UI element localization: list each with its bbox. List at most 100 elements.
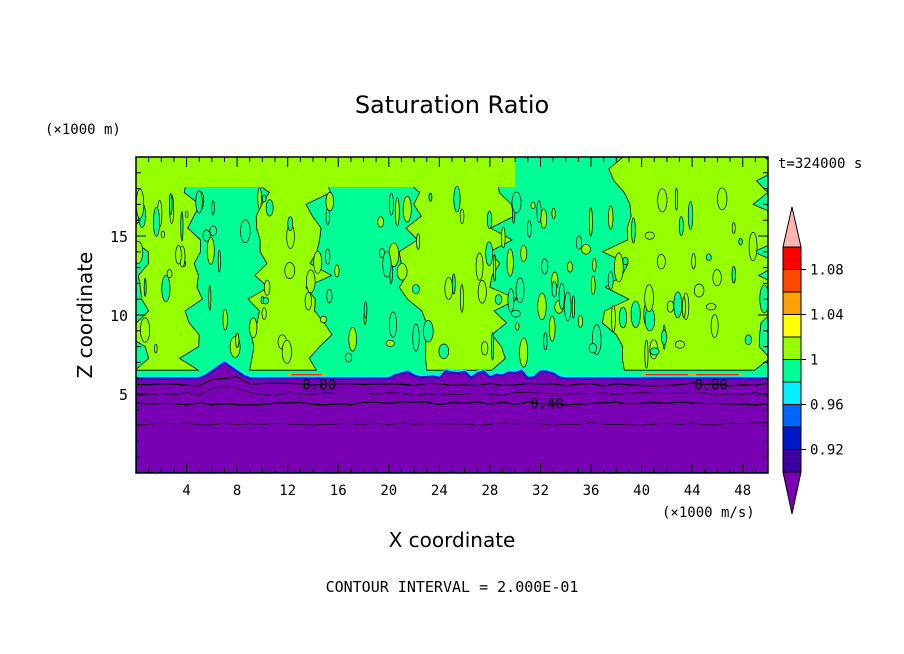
colorbar-tick-label: 1 <box>810 353 818 369</box>
small-contour <box>519 337 529 368</box>
small-contour <box>180 211 184 242</box>
small-contour <box>630 300 641 328</box>
small-contour <box>477 280 487 304</box>
small-contour <box>510 309 521 318</box>
small-contour <box>140 317 151 343</box>
small-contour <box>222 308 228 331</box>
contour-label: 0.40 <box>530 396 564 412</box>
small-contour <box>377 216 384 228</box>
small-contour <box>581 243 591 255</box>
small-contour <box>206 236 215 265</box>
small-contour <box>348 327 357 352</box>
small-contour <box>657 188 668 213</box>
small-contour <box>304 292 312 311</box>
small-contour <box>644 284 654 312</box>
x-tick-label: 40 <box>633 483 650 499</box>
small-contour <box>166 269 173 279</box>
cyan-edge <box>136 359 768 382</box>
colorbar-swatch <box>782 291 802 315</box>
small-contour <box>416 233 421 250</box>
colorbar-swatch <box>782 336 802 360</box>
colorbar-swatch <box>782 404 802 428</box>
small-contour <box>543 332 548 351</box>
small-contour <box>494 294 503 305</box>
small-contour <box>666 300 675 313</box>
colorbar-swatch <box>782 426 802 450</box>
small-contour <box>644 339 649 369</box>
small-contour <box>388 192 394 216</box>
colorbar-tick-label: 0.92 <box>810 443 844 459</box>
x-tick-label: 8 <box>233 483 241 499</box>
small-contour <box>693 283 705 298</box>
small-contour <box>161 275 171 302</box>
small-contour <box>705 303 717 311</box>
colorbar-under <box>782 471 802 515</box>
contour-line <box>136 401 768 406</box>
small-contour <box>325 248 331 265</box>
small-contour <box>520 245 528 262</box>
small-contour <box>575 235 583 250</box>
small-contour <box>530 201 536 210</box>
small-contour <box>261 307 267 320</box>
small-contour <box>589 207 593 237</box>
contour-line <box>136 376 768 387</box>
small-contour <box>481 341 489 356</box>
small-contour <box>515 322 520 331</box>
colorbar-swatch <box>782 381 802 405</box>
small-contour <box>507 288 515 313</box>
footer-text: CONTOUR INTERVAL = 2.000E-01 <box>326 578 579 596</box>
small-contour <box>571 295 575 319</box>
small-contour <box>511 191 522 214</box>
small-contour <box>493 254 497 282</box>
small-contour <box>611 304 616 333</box>
y-axis-label: Z coordinate <box>73 252 97 379</box>
contour-line <box>136 422 768 426</box>
small-contour <box>673 291 683 319</box>
small-contour <box>284 262 296 279</box>
hot-stripe <box>696 374 739 376</box>
small-contour <box>412 323 420 352</box>
x-tick-label: 12 <box>279 483 296 499</box>
small-contour <box>687 201 694 231</box>
small-contour <box>744 334 752 346</box>
colorbar-tick-label: 1.08 <box>810 263 844 279</box>
small-contour <box>326 288 333 304</box>
small-contour <box>154 343 158 354</box>
small-contour <box>211 200 215 216</box>
x-tick-label: 24 <box>431 483 448 499</box>
small-contour <box>506 248 514 277</box>
y-tick-label: 15 <box>110 228 128 246</box>
small-contour <box>682 296 686 319</box>
small-contour <box>592 258 597 273</box>
contour-label: 0.80 <box>302 378 336 394</box>
small-contour <box>389 311 398 338</box>
small-contour <box>235 332 240 348</box>
small-contour <box>558 282 565 310</box>
small-contour <box>287 216 294 231</box>
small-contour <box>486 210 493 229</box>
x-unit-label: (×1000 m/s) <box>662 505 755 521</box>
x-tick-label: 28 <box>481 483 498 499</box>
small-contour <box>257 187 262 209</box>
small-contour <box>717 187 728 211</box>
small-contour <box>319 315 328 324</box>
small-contour <box>422 320 434 343</box>
saturation-field: 0.80 0.80 0.40 <box>136 157 768 473</box>
small-contour <box>705 253 712 262</box>
x-tick-label: 32 <box>532 483 549 499</box>
small-contour <box>541 258 549 275</box>
small-contour <box>249 317 258 339</box>
small-contour <box>491 332 494 361</box>
hot-stripe <box>645 374 689 376</box>
small-contour <box>590 275 596 295</box>
small-contour <box>460 284 464 313</box>
small-contour <box>438 343 450 359</box>
small-contour <box>240 219 251 243</box>
small-contour <box>136 188 145 219</box>
small-contour <box>217 249 221 273</box>
x-tick-label: 36 <box>583 483 600 499</box>
small-contour <box>622 256 629 266</box>
small-contour <box>607 271 614 290</box>
small-contour <box>618 306 628 329</box>
